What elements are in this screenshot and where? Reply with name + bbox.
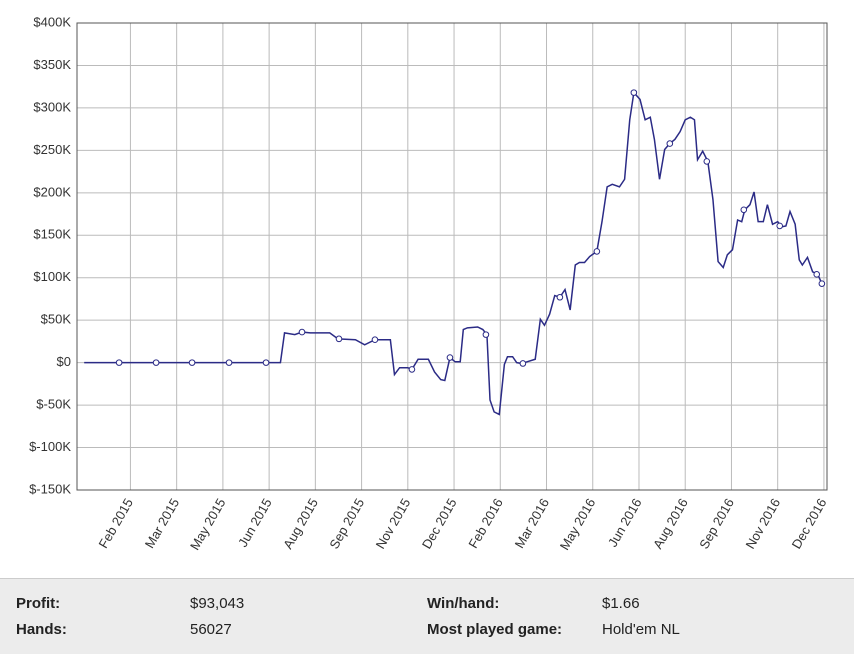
data-point: [335, 335, 343, 343]
data-point: [703, 158, 711, 165]
data-point: [519, 360, 527, 367]
x-tick-label: Feb 2015: [96, 496, 136, 551]
x-tick-label: Aug 2015: [280, 496, 321, 552]
x-tick-label: May 2015: [187, 496, 229, 553]
x-tick-label: Jun 2015: [235, 496, 275, 550]
x-tick-label: Aug 2016: [650, 496, 691, 552]
data-point: [371, 336, 379, 344]
y-tick-label: $300K: [33, 99, 71, 114]
data-point: [666, 140, 674, 147]
y-tick-label: $50K: [41, 312, 72, 327]
stat-value: $93,043: [190, 595, 245, 612]
stat-label: Win/hand:: [427, 595, 500, 612]
data-point: [630, 89, 638, 96]
y-tick-label: $100K: [33, 269, 71, 284]
x-tick-label: Dec 2015: [419, 496, 460, 552]
stat-label: Hands:: [16, 621, 67, 638]
data-point: [776, 222, 784, 230]
x-tick-label: May 2016: [557, 496, 599, 553]
data-point: [482, 331, 490, 338]
x-tick-label: Feb 2016: [465, 496, 505, 551]
data-point: [298, 328, 306, 336]
data-point: [740, 206, 748, 214]
y-tick-label: $-50K: [36, 397, 71, 412]
data-point: [152, 359, 160, 366]
data-point: [446, 354, 454, 361]
plot-area: [77, 23, 827, 490]
x-tick-label: Sep 2015: [326, 496, 367, 552]
x-tick-label: Nov 2016: [742, 496, 783, 552]
y-tick-label: $-100K: [29, 439, 71, 454]
data-line: [84, 90, 823, 416]
y-tick-label: $400K: [33, 14, 71, 29]
stat-value: Hold'em NL: [602, 621, 680, 638]
y-tick-label: $0: [57, 354, 71, 369]
y-tick-label: $-150K: [29, 481, 71, 496]
stat-label: Most played game:: [427, 621, 563, 638]
stat-value: 56027: [190, 621, 232, 638]
stat-value: $1.66: [602, 595, 640, 612]
stat-label: Profit:: [16, 595, 61, 612]
data-point: [225, 359, 233, 366]
x-tick-label: Mar 2016: [512, 496, 552, 551]
y-tick-label: $250K: [33, 142, 71, 157]
data-point: [593, 248, 601, 255]
y-tick-label: $350K: [33, 57, 71, 72]
x-tick-label: Jun 2016: [605, 496, 645, 550]
stats-panel: Profit: $93,043 Win/hand: $1.66 Hands: 5…: [0, 578, 854, 654]
data-point: [188, 359, 196, 366]
chart: $-150K $-100K $-50K $0 $50K $100K $150K $200K $2…: [29, 14, 830, 553]
data-point: [408, 366, 416, 373]
data-point: [556, 293, 564, 301]
data-point: [813, 271, 821, 278]
y-tick-label: $150K: [33, 227, 71, 242]
plot-border: [76, 22, 828, 491]
x-tick-label: Sep 2016: [696, 496, 737, 552]
data-point: [115, 359, 123, 366]
x-tick-label: Mar 2015: [142, 496, 182, 551]
x-tick-label: Nov 2015: [373, 496, 414, 552]
y-tick-label: $200K: [33, 184, 71, 199]
data-point: [818, 280, 826, 287]
x-tick-label: Dec 2016: [789, 496, 830, 552]
data-point: [262, 359, 270, 366]
